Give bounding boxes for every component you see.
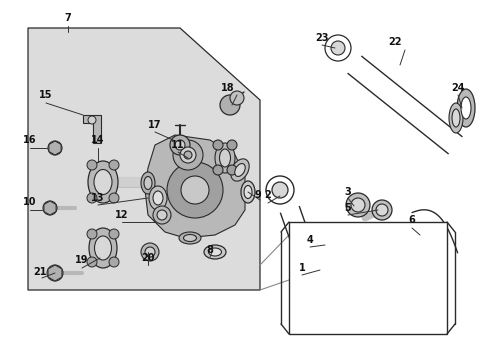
Circle shape <box>43 201 57 215</box>
Text: 22: 22 <box>387 37 401 47</box>
Ellipse shape <box>149 186 167 210</box>
Polygon shape <box>83 115 101 143</box>
Ellipse shape <box>230 159 249 181</box>
Ellipse shape <box>460 97 470 119</box>
Text: 2: 2 <box>264 190 271 200</box>
Circle shape <box>141 243 159 261</box>
Circle shape <box>170 135 190 155</box>
Ellipse shape <box>203 245 225 259</box>
Circle shape <box>47 265 63 281</box>
Text: 24: 24 <box>450 83 464 93</box>
Ellipse shape <box>241 181 254 203</box>
Polygon shape <box>48 265 62 281</box>
Ellipse shape <box>94 236 111 260</box>
Text: 16: 16 <box>23 135 37 145</box>
Text: 10: 10 <box>23 197 37 207</box>
Text: 12: 12 <box>115 210 128 220</box>
Ellipse shape <box>143 176 152 189</box>
Polygon shape <box>145 135 244 238</box>
Text: 15: 15 <box>39 90 53 100</box>
Circle shape <box>226 165 237 175</box>
Circle shape <box>48 141 62 155</box>
Ellipse shape <box>88 161 118 203</box>
Ellipse shape <box>179 232 201 244</box>
Circle shape <box>167 162 223 218</box>
Ellipse shape <box>234 163 245 176</box>
Circle shape <box>226 140 237 150</box>
Polygon shape <box>44 201 56 215</box>
Circle shape <box>87 193 97 203</box>
Circle shape <box>375 204 387 216</box>
Circle shape <box>173 140 203 170</box>
Circle shape <box>180 147 196 163</box>
Circle shape <box>265 176 293 204</box>
Text: 7: 7 <box>64 13 71 23</box>
Ellipse shape <box>208 248 221 256</box>
Ellipse shape <box>141 172 155 194</box>
Text: 14: 14 <box>91 135 104 145</box>
Circle shape <box>145 247 155 257</box>
Ellipse shape <box>215 143 235 173</box>
Circle shape <box>109 160 119 170</box>
Text: 1: 1 <box>298 263 305 273</box>
Circle shape <box>157 210 167 220</box>
Polygon shape <box>49 141 61 155</box>
Circle shape <box>350 198 364 212</box>
Ellipse shape <box>451 109 459 127</box>
FancyBboxPatch shape <box>288 222 446 334</box>
Text: 6: 6 <box>408 215 414 225</box>
Circle shape <box>109 193 119 203</box>
Circle shape <box>87 160 97 170</box>
Text: 11: 11 <box>171 140 184 150</box>
Ellipse shape <box>448 103 462 133</box>
Text: 20: 20 <box>141 253 154 263</box>
Ellipse shape <box>89 228 117 268</box>
Circle shape <box>88 116 96 124</box>
Ellipse shape <box>456 89 474 127</box>
Circle shape <box>346 193 369 217</box>
Text: 4: 4 <box>306 235 313 245</box>
Circle shape <box>330 41 345 55</box>
Text: 8: 8 <box>206 245 213 255</box>
Ellipse shape <box>153 191 163 205</box>
Ellipse shape <box>244 185 251 198</box>
Text: 5: 5 <box>344 203 351 213</box>
Circle shape <box>213 140 223 150</box>
Circle shape <box>325 35 350 61</box>
Circle shape <box>87 257 97 267</box>
Circle shape <box>220 95 240 115</box>
Text: 23: 23 <box>315 33 328 43</box>
Circle shape <box>229 91 244 105</box>
Circle shape <box>213 165 223 175</box>
Ellipse shape <box>94 170 112 194</box>
Circle shape <box>371 200 391 220</box>
Text: 13: 13 <box>91 193 104 203</box>
Polygon shape <box>28 28 260 290</box>
Text: 21: 21 <box>33 267 47 277</box>
Circle shape <box>109 257 119 267</box>
Circle shape <box>153 206 171 224</box>
Text: 19: 19 <box>75 255 88 265</box>
Ellipse shape <box>219 149 230 167</box>
Text: 9: 9 <box>254 190 261 200</box>
Text: 17: 17 <box>148 120 162 130</box>
Circle shape <box>109 229 119 239</box>
Ellipse shape <box>183 234 196 242</box>
Circle shape <box>183 151 192 159</box>
Text: 3: 3 <box>344 187 351 197</box>
Circle shape <box>87 229 97 239</box>
Text: 18: 18 <box>221 83 234 93</box>
Circle shape <box>175 140 184 150</box>
Circle shape <box>271 182 287 198</box>
Circle shape <box>181 176 208 204</box>
